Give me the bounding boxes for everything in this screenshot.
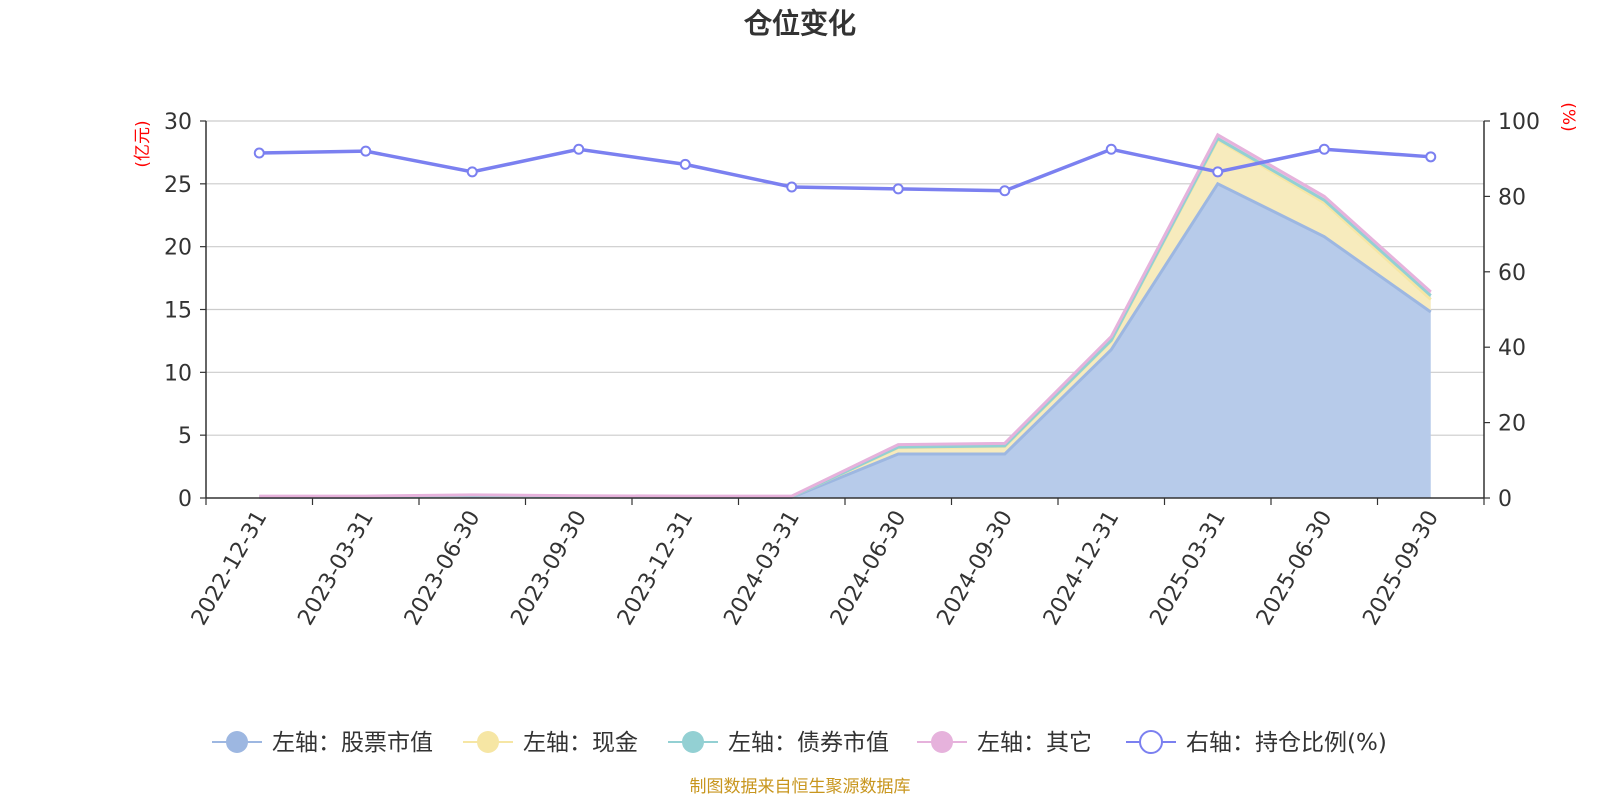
right-tick-label: 20 [1498, 412, 1526, 437]
right-tick-label: 100 [1498, 110, 1540, 135]
chart-title: 仓位变化 [744, 7, 856, 40]
legend: 左轴：股票市值 左轴：现金 左轴：债券市值 左轴：其它 右轴：持仓比例(%) [212, 730, 1387, 756]
x-tick-label: 2025-09-30 [1358, 507, 1444, 630]
left-tick-label: 0 [178, 487, 192, 512]
left-tick-label: 20 [164, 236, 192, 261]
legend-swatch-dot [931, 731, 953, 753]
ratio-point [999, 185, 1011, 197]
legend-label: 左轴：现金 [523, 730, 638, 756]
left-tick-label: 30 [164, 110, 192, 135]
legend-swatch-dot [682, 731, 704, 753]
legend-item: 右轴：持仓比例(%) [1126, 730, 1387, 756]
legend-swatch-ring [1139, 730, 1163, 754]
x-tick-label: 2023-12-31 [613, 507, 699, 630]
left-tick-label: 5 [178, 424, 192, 449]
legend-swatch-dot [477, 731, 499, 753]
left-tick-label: 10 [164, 361, 192, 386]
x-tick-label: 2024-03-31 [719, 507, 805, 630]
ratio-point [1425, 151, 1437, 163]
x-tick-label: 2023-03-31 [293, 507, 379, 630]
legend-label: 左轴：股票市值 [272, 730, 433, 756]
ratio-point [1318, 143, 1330, 155]
legend-label: 左轴：债券市值 [728, 730, 889, 756]
area-line-3 [259, 132, 1432, 498]
area-fill-0 [259, 183, 1431, 499]
ratio-point [466, 166, 478, 178]
ratio-point [679, 158, 691, 170]
ratio-point [573, 143, 585, 155]
holding-ratio-line [253, 143, 1437, 197]
ratio-point [892, 183, 904, 195]
right-tick-label: 80 [1498, 185, 1526, 210]
x-tick-label: 2023-06-30 [400, 507, 486, 630]
legend-label: 右轴：持仓比例(%) [1186, 730, 1387, 756]
ratio-point [1212, 166, 1224, 178]
right-axis-unit: (%) [1558, 102, 1578, 131]
right-tick-label: 60 [1498, 261, 1526, 286]
x-tick-label: 2024-06-30 [826, 507, 912, 630]
legend-item: 左轴：现金 [463, 730, 638, 756]
stacked-areas [259, 132, 1432, 499]
legend-item: 左轴：其它 [917, 730, 1092, 756]
source-note: 制图数据来自恒生聚源数据库 [690, 777, 911, 797]
right-tick-label: 0 [1498, 487, 1512, 512]
ratio-point [360, 145, 372, 157]
x-tick-label: 2022-12-31 [187, 507, 273, 630]
x-tick-label: 2024-12-31 [1039, 507, 1125, 630]
left-tick-label: 25 [164, 173, 192, 198]
right-tick-label: 40 [1498, 336, 1526, 361]
legend-item: 左轴：债券市值 [668, 730, 889, 756]
ratio-point [1105, 143, 1117, 155]
legend-label: 左轴：其它 [977, 730, 1092, 756]
x-tick-label: 2023-09-30 [506, 507, 592, 630]
legend-swatch-dot [226, 731, 248, 753]
x-tick-label: 2025-06-30 [1252, 507, 1338, 630]
ratio-line [259, 147, 1431, 193]
x-tick-label: 2024-09-30 [932, 507, 1018, 630]
x-tick-label: 2025-03-31 [1145, 507, 1231, 630]
legend-item: 左轴：股票市值 [212, 730, 433, 756]
left-tick-label: 15 [164, 299, 192, 324]
ratio-point [786, 181, 798, 193]
ratio-point [253, 147, 265, 159]
left-axis-unit: (亿元) [133, 120, 153, 167]
